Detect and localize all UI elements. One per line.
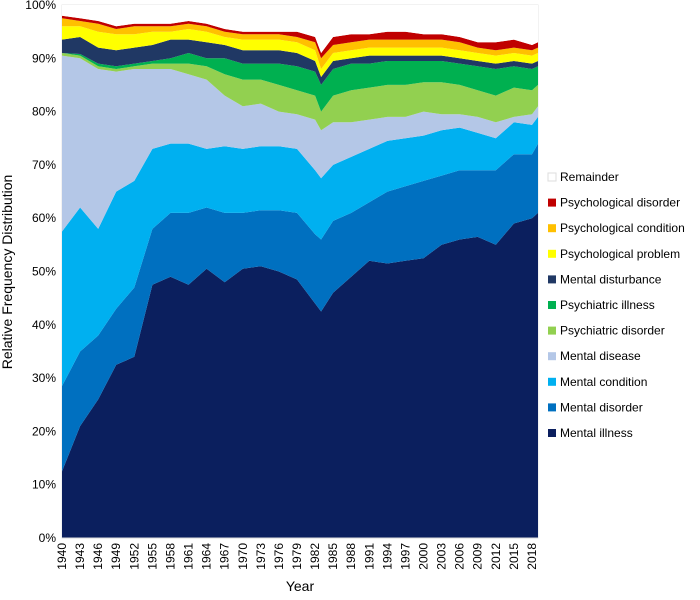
legend-label: Psychological problem xyxy=(560,247,680,261)
x-tick-label: 2006 xyxy=(453,543,467,570)
x-tick-label: 2000 xyxy=(417,543,431,570)
y-tick-label: 80% xyxy=(32,105,56,119)
x-tick-label: 1970 xyxy=(236,543,250,570)
x-tick-label: 2018 xyxy=(525,543,539,570)
y-tick-label: 50% xyxy=(32,265,56,279)
legend-item: Mental disorder xyxy=(548,400,643,414)
y-tick-label: 40% xyxy=(32,318,56,332)
legend-swatch xyxy=(548,224,556,233)
y-tick-label: 100% xyxy=(25,0,56,12)
y-axis-ticks: 0% 10% 20% 30% 40% 50% 60% 70% 80% 90% 100% xyxy=(25,0,56,545)
legend-swatch xyxy=(548,352,556,361)
area-psychological-disorder xyxy=(62,15,538,59)
legend-swatch xyxy=(548,377,556,386)
legend-swatch xyxy=(548,249,556,258)
y-tick-label: 70% xyxy=(32,158,56,172)
x-tick-label: 1976 xyxy=(272,543,286,570)
legend-item: Psychiatric illness xyxy=(548,298,655,312)
x-axis-label: Year xyxy=(286,578,315,594)
area-psychiatric-disorder xyxy=(62,53,538,131)
x-tick-label: 1955 xyxy=(145,543,159,570)
legend-swatch xyxy=(547,172,557,182)
legend-swatch xyxy=(548,326,556,335)
legend-item: Psychological condition xyxy=(548,221,685,235)
legend-label: Psychological condition xyxy=(560,221,685,235)
area-psychological-problem xyxy=(62,26,538,77)
x-tick-label: 1961 xyxy=(182,543,196,570)
area-mental-disorder xyxy=(62,143,538,472)
area-mental-disease xyxy=(62,55,538,232)
legend-label: Psychological disorder xyxy=(560,196,680,210)
x-tick-label: 1979 xyxy=(290,543,304,570)
y-tick-label: 10% xyxy=(32,478,56,492)
legend-label: Psychiatric illness xyxy=(560,298,655,312)
legend-label: Psychiatric disorder xyxy=(560,324,665,338)
areas xyxy=(62,5,538,538)
y-tick-label: 20% xyxy=(32,424,56,438)
legend-item: Psychological problem xyxy=(548,247,680,261)
legend-swatch xyxy=(548,275,556,284)
area-mental-disturbance xyxy=(62,37,538,85)
x-tick-label: 2003 xyxy=(435,543,449,570)
legend-item: Remainder xyxy=(547,170,619,184)
area-remainder xyxy=(62,5,538,53)
legend-item: Mental disease xyxy=(548,349,641,363)
y-tick-label: 60% xyxy=(32,211,56,225)
legend-label: Remainder xyxy=(560,170,619,184)
x-tick-label: 1985 xyxy=(326,543,340,570)
legend-item: Psychological disorder xyxy=(548,196,680,210)
y-tick-label: 0% xyxy=(39,531,57,545)
x-tick-label: 1997 xyxy=(398,543,412,570)
legend-label: Mental illness xyxy=(560,426,633,440)
y-tick-label: 30% xyxy=(32,371,56,385)
x-tick-label: 1943 xyxy=(73,543,87,570)
legend-label: Mental disease xyxy=(560,349,641,363)
legend-label: Mental disturbance xyxy=(560,272,662,286)
x-tick-label: 1994 xyxy=(380,543,394,570)
area-mental-illness xyxy=(62,212,538,538)
x-tick-label: 1964 xyxy=(200,543,214,570)
legend-swatch xyxy=(548,403,556,412)
x-tick-label: 1991 xyxy=(362,543,376,570)
area-mental-condition xyxy=(62,116,538,387)
legend-swatch xyxy=(548,198,556,207)
legend-item: Mental condition xyxy=(548,375,647,389)
x-tick-label: 2012 xyxy=(489,543,503,570)
legend-item: Mental illness xyxy=(548,426,633,440)
y-tick-label: 90% xyxy=(32,51,56,65)
x-tick-label: 1988 xyxy=(344,543,358,570)
legend: Remainder Psychological disorder Psycholog… xyxy=(547,170,685,440)
area-psychological-condition xyxy=(62,18,538,69)
x-tick-label: 1940 xyxy=(55,543,69,570)
legend-label: Mental disorder xyxy=(560,400,643,414)
x-tick-label: 2015 xyxy=(507,543,521,570)
legend-swatch xyxy=(548,429,556,437)
legend-swatch xyxy=(548,301,556,309)
legend-item: Mental disturbance xyxy=(548,272,662,286)
x-tick-label: 1949 xyxy=(109,543,123,570)
x-tick-label: 1958 xyxy=(163,543,177,570)
x-tick-label: 1946 xyxy=(91,543,105,570)
area-psychiatric-illness xyxy=(62,53,538,112)
x-tick-label: 1967 xyxy=(218,543,232,570)
y-axis-label: Relative Frequency Distribution xyxy=(0,175,15,370)
legend-label: Mental condition xyxy=(560,375,647,389)
x-tick-label: 2009 xyxy=(471,543,485,570)
x-axis-ticks: 1940 1943 1946 1949 1952 1955 1958 1961 1964 1967… xyxy=(55,543,539,570)
x-tick-label: 1982 xyxy=(308,543,322,570)
x-tick-label: 1973 xyxy=(254,543,268,570)
legend-item: Psychiatric disorder xyxy=(548,324,665,338)
x-tick-label: 1952 xyxy=(127,543,141,570)
